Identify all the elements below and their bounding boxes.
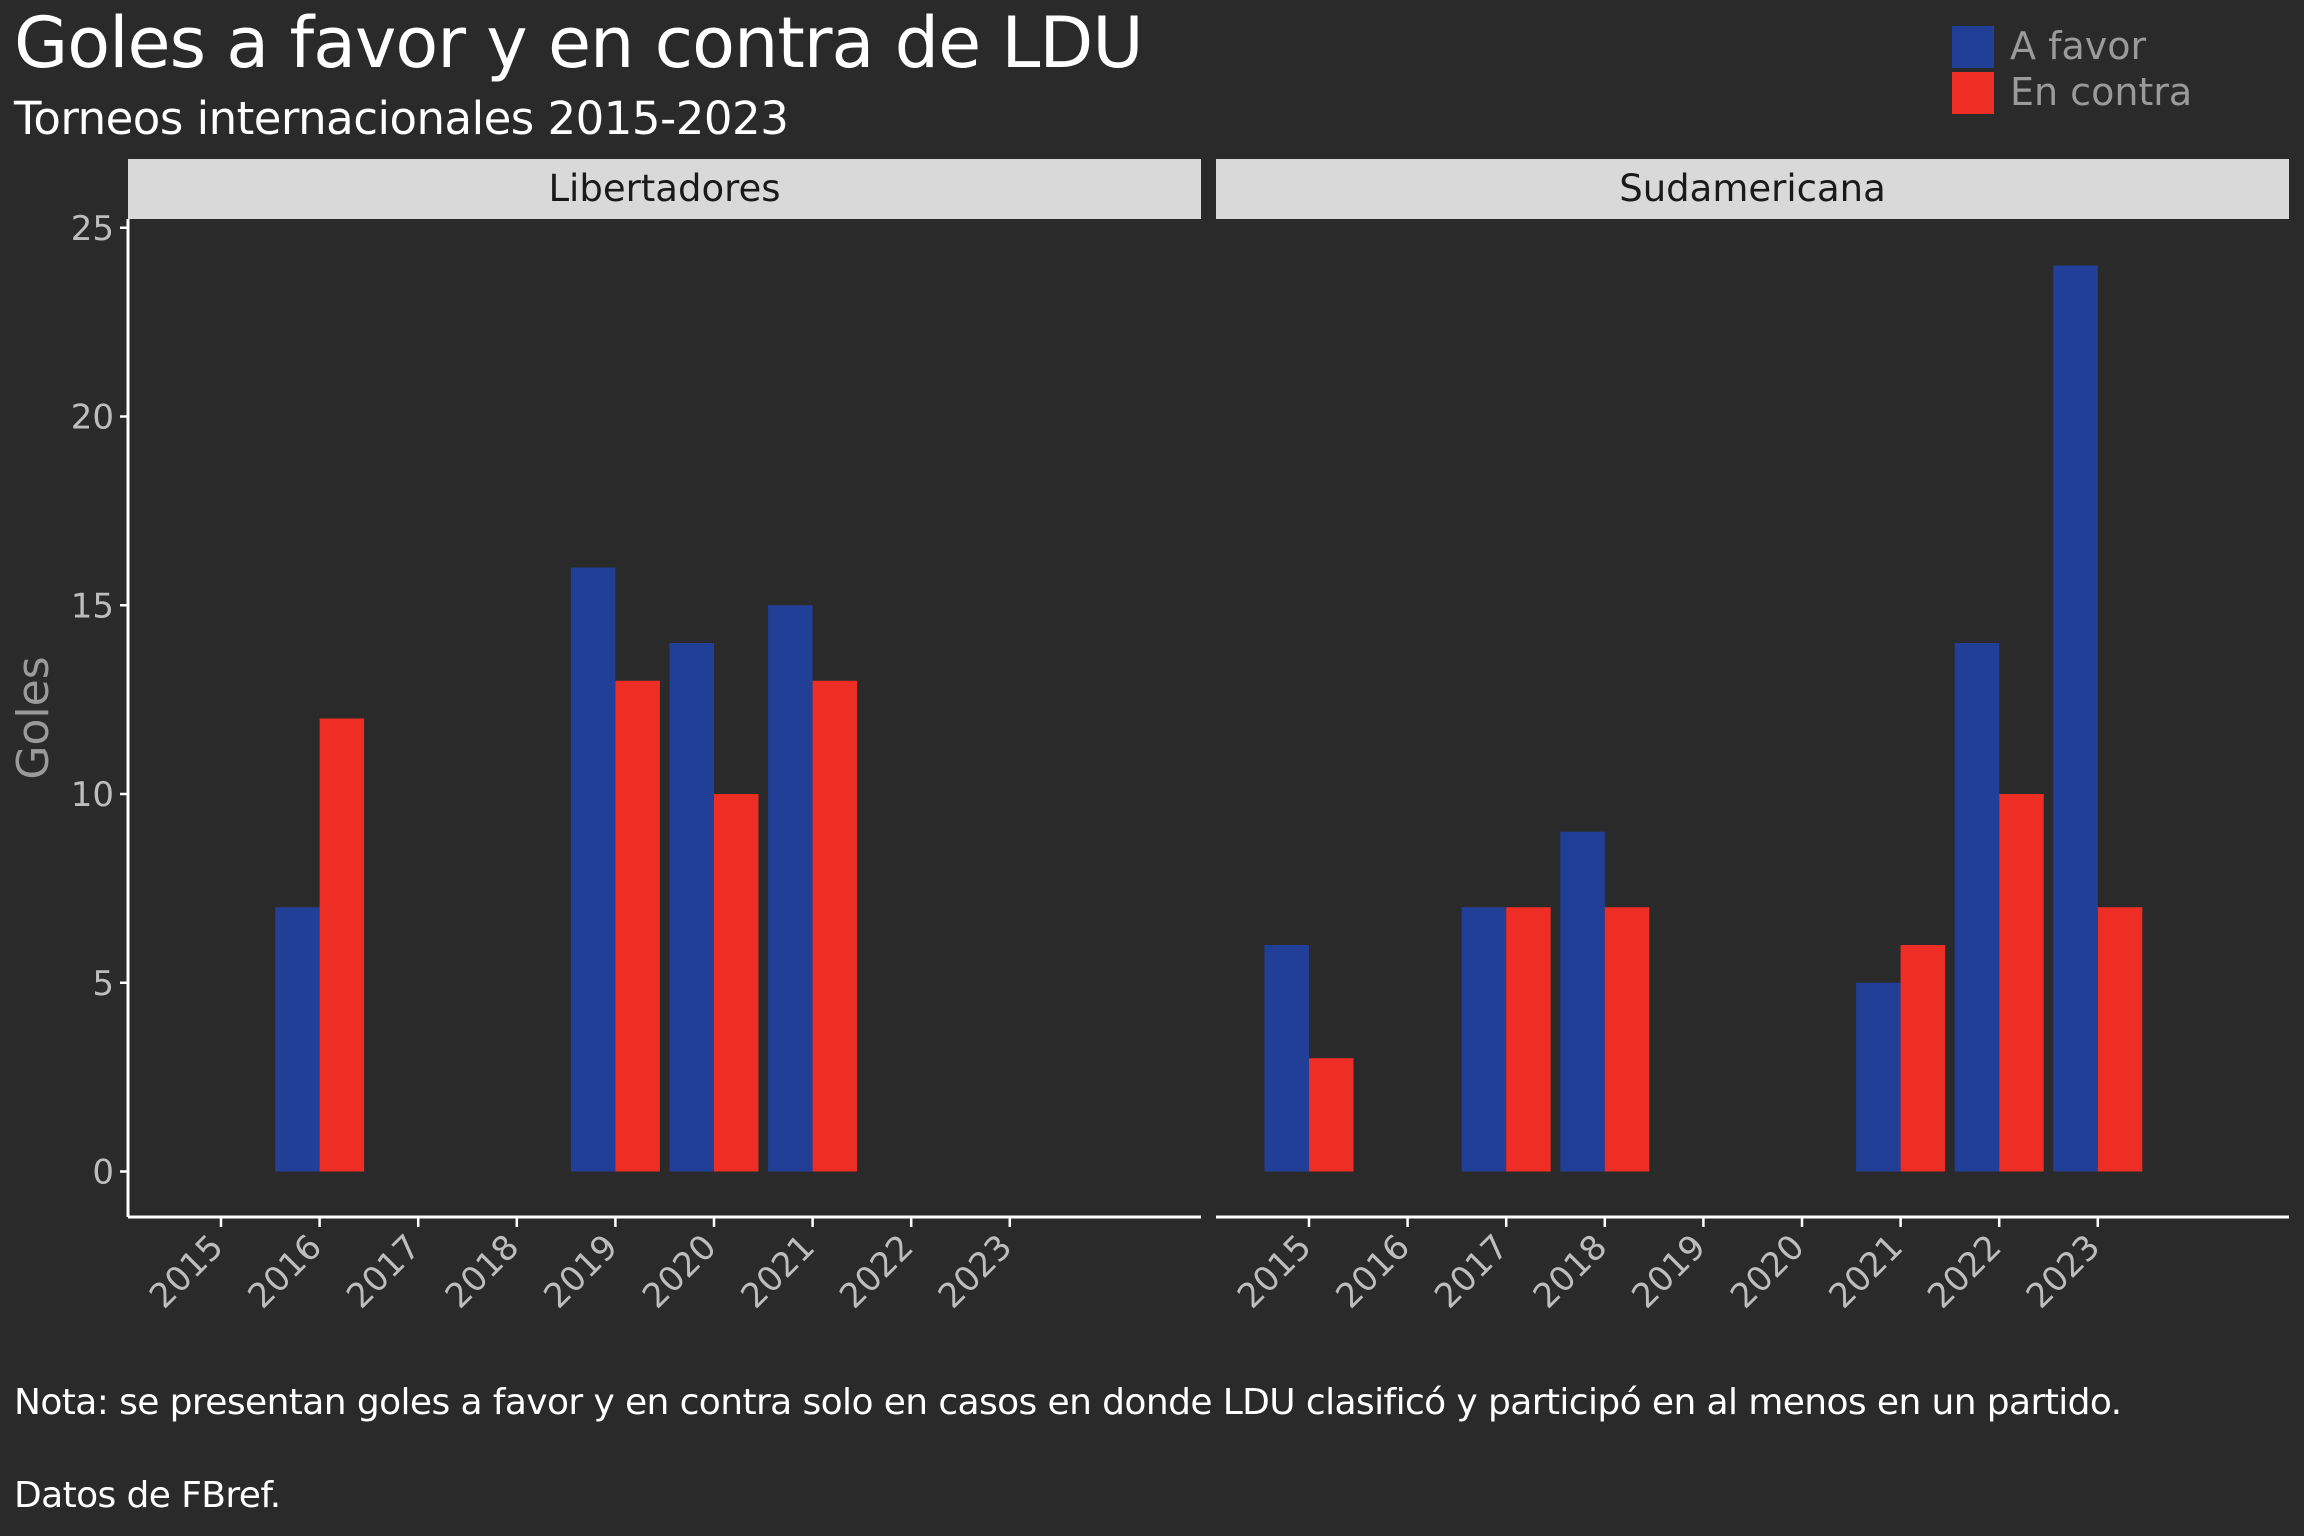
x-tick-label: 2020 (1723, 1227, 1812, 1316)
y-tick-label: 25 (71, 209, 114, 249)
y-tick-label: 20 (71, 398, 114, 438)
bar-libertadores-2016-a-favor (275, 907, 320, 1172)
facet-strip-label-libertadores: Libertadores (548, 167, 780, 210)
x-tick-label: 2019 (1624, 1227, 1713, 1316)
bar-libertadores-2020-a-favor (669, 643, 714, 1172)
bar-sudamericana-2023-en-contra (2097, 907, 2143, 1172)
bar-sudamericana-2021-a-favor (1856, 982, 1901, 1172)
bar-sudamericana-2015-en-contra (1309, 1058, 1354, 1172)
y-axis-title: Goles (8, 656, 59, 779)
bar-sudamericana-2017-en-contra (1506, 907, 1551, 1172)
y-tick-label: 0 (92, 1153, 114, 1193)
bar-sudamericana-2018-en-contra (1604, 907, 1650, 1172)
bar-libertadores-2016-en-contra (319, 718, 365, 1172)
x-tick-label: 2017 (339, 1227, 428, 1316)
facet-strip-libertadores (128, 159, 1201, 219)
y-tick-label: 5 (92, 964, 114, 1004)
x-tick-label: 2015 (142, 1227, 231, 1316)
footer-note: Nota: se presentan goles a favor y en co… (14, 1382, 2122, 1423)
bar-libertadores-2019-en-contra (615, 680, 660, 1172)
bar-sudamericana-2015-a-favor (1264, 945, 1309, 1172)
bar-libertadores-2021-en-contra (812, 680, 858, 1172)
chart-title: Goles a favor y en contra de LDU (14, 2, 1144, 84)
x-tick-label: 2018 (1526, 1227, 1615, 1316)
legend-key-a-favor (1952, 26, 1994, 68)
x-tick-label: 2021 (1821, 1227, 1910, 1316)
y-tick-label: 15 (71, 586, 114, 626)
facet-strip-label-sudamericana: Sudamericana (1619, 167, 1886, 210)
x-tick-label: 2020 (635, 1227, 724, 1316)
bar-libertadores-2021-a-favor (768, 605, 813, 1172)
bar-sudamericana-2021-en-contra (1900, 945, 1946, 1172)
bar-sudamericana-2022-a-favor (1954, 643, 2000, 1172)
bar-sudamericana-2022-en-contra (1999, 794, 2044, 1172)
legend-label-a-favor: A favor (2010, 24, 2147, 68)
bar-sudamericana-2018-a-favor (1560, 831, 1605, 1172)
x-tick-label: 2021 (733, 1227, 822, 1316)
legend-key-en-contra (1952, 72, 1994, 114)
x-tick-label: 2018 (438, 1227, 527, 1316)
bar-sudamericana-2017-a-favor (1461, 907, 1507, 1172)
facet-strip-sudamericana (1216, 159, 2289, 219)
x-tick-label: 2023 (931, 1227, 1020, 1316)
x-tick-label: 2023 (2019, 1227, 2108, 1316)
x-tick-label: 2022 (832, 1227, 921, 1316)
x-tick-label: 2017 (1427, 1227, 1516, 1316)
bar-libertadores-2020-en-contra (714, 794, 759, 1172)
footer-source: Datos de FBref. (14, 1475, 281, 1516)
x-tick-label: 2016 (240, 1227, 329, 1316)
y-tick-label: 10 (71, 775, 114, 815)
bar-libertadores-2019-a-favor (570, 567, 616, 1172)
legend-label-en-contra: En contra (2010, 70, 2193, 114)
x-tick-label: 2016 (1328, 1227, 1417, 1316)
bar-sudamericana-2023-a-favor (2053, 265, 2098, 1172)
x-tick-label: 2022 (1920, 1227, 2009, 1316)
x-tick-label: 2015 (1230, 1227, 1319, 1316)
x-tick-label: 2019 (536, 1227, 625, 1316)
chart-subtitle: Torneos internacionales 2015-2023 (14, 92, 789, 145)
